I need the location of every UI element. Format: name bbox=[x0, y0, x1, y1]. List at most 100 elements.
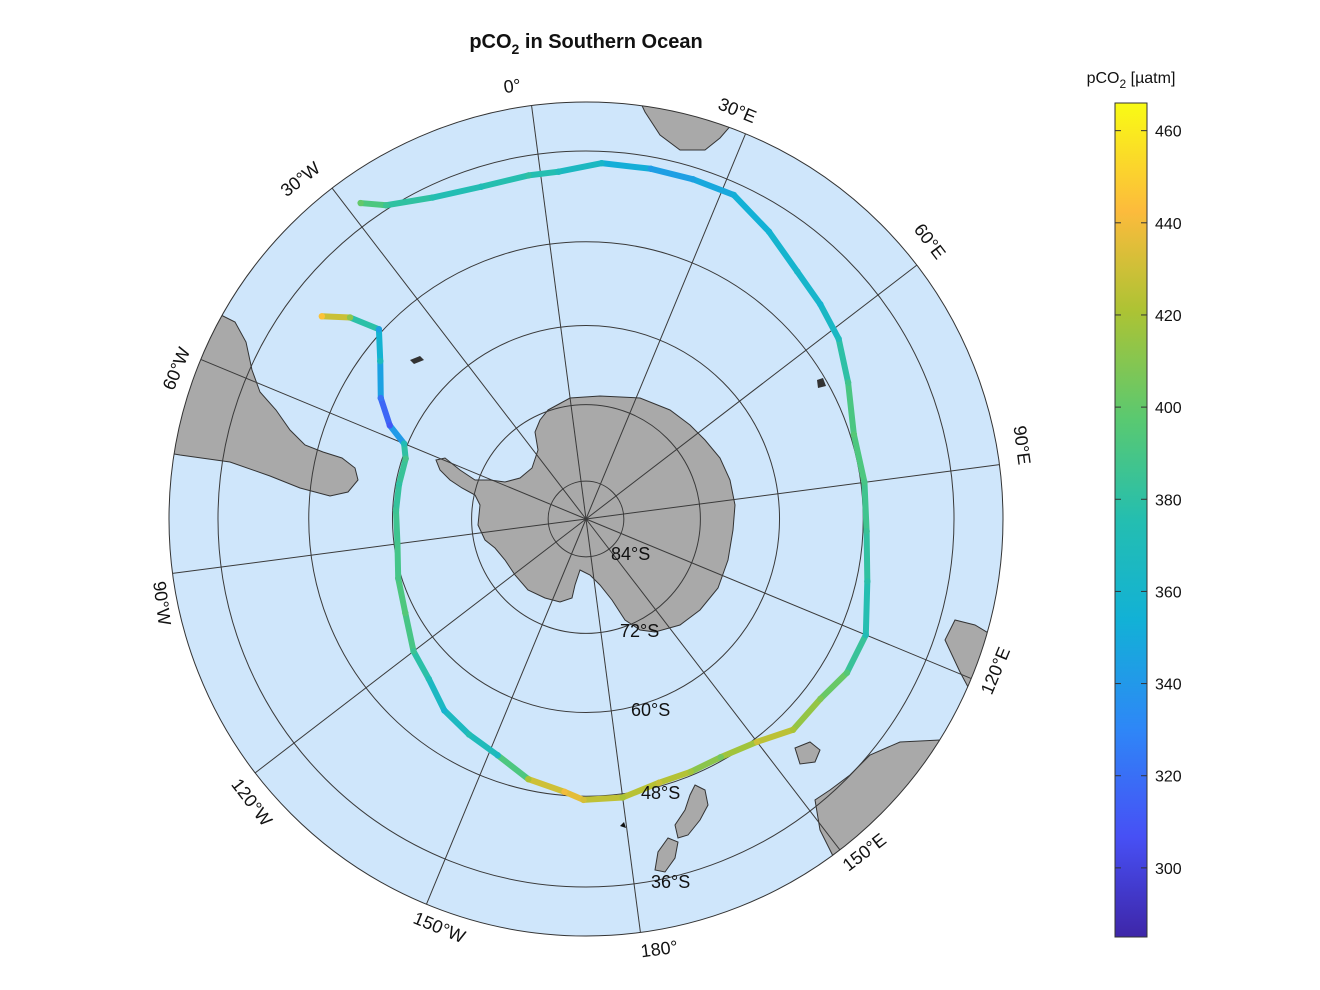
track-point bbox=[425, 675, 433, 683]
track-segment bbox=[347, 314, 382, 333]
graticule bbox=[172, 105, 1000, 933]
parallel-circle bbox=[547, 480, 625, 558]
chart-title: pCO2 in Southern Ocean bbox=[469, 31, 702, 57]
track-point bbox=[817, 695, 824, 703]
track-segment bbox=[647, 165, 697, 183]
track-point bbox=[861, 479, 868, 486]
track-segment bbox=[377, 358, 384, 402]
track-segment bbox=[386, 422, 408, 447]
track-point bbox=[817, 301, 824, 308]
track-point bbox=[465, 731, 473, 738]
meridian-line bbox=[425, 518, 587, 905]
track-segment bbox=[394, 540, 402, 582]
parallel-circle bbox=[217, 150, 955, 888]
track-point bbox=[357, 199, 364, 207]
parallel-circle bbox=[471, 404, 701, 634]
track-point bbox=[392, 507, 400, 514]
meridian-line bbox=[585, 464, 1000, 520]
track-point bbox=[730, 191, 737, 199]
track-point bbox=[850, 431, 858, 438]
track-segment bbox=[850, 431, 868, 486]
track-segment bbox=[383, 194, 436, 209]
track-segment bbox=[429, 183, 485, 201]
track-point bbox=[647, 165, 655, 172]
meridian-label-60e: 60°E bbox=[910, 220, 950, 263]
colorbar-label-subscript: 2 bbox=[1119, 77, 1126, 91]
track-segment bbox=[375, 326, 384, 365]
track-point bbox=[525, 172, 532, 179]
colorbar-tick-label: 440 bbox=[1155, 216, 1182, 233]
track-segment bbox=[794, 268, 824, 308]
track-segment bbox=[580, 794, 626, 803]
track-point bbox=[525, 775, 532, 783]
track-segment bbox=[478, 172, 532, 190]
track-point bbox=[377, 357, 384, 365]
track-segment bbox=[619, 779, 663, 801]
track-point bbox=[844, 379, 852, 386]
meridian-line bbox=[585, 264, 918, 520]
colorbar-tick-label: 360 bbox=[1155, 584, 1182, 601]
track-segment bbox=[393, 481, 403, 514]
track-point bbox=[375, 326, 383, 333]
track-segment bbox=[402, 610, 417, 655]
meridian-line bbox=[585, 518, 972, 680]
track-point bbox=[555, 168, 562, 175]
track-point bbox=[395, 481, 403, 488]
parallel-label-84s: 84°S bbox=[611, 544, 650, 564]
track-segment bbox=[410, 648, 432, 682]
track-segment bbox=[555, 160, 605, 175]
meridian-label-120e: 120°E bbox=[977, 644, 1014, 697]
track-segment bbox=[396, 455, 409, 488]
meridian-label-30w: 30°W bbox=[277, 158, 324, 201]
track-segment bbox=[835, 335, 852, 386]
parallel-labels: 84°S 72°S 60°S 48°S 36°S bbox=[611, 544, 690, 892]
south-georgia-island bbox=[410, 356, 424, 364]
colorbar-tick-label: 420 bbox=[1155, 308, 1182, 325]
track-point bbox=[410, 648, 417, 655]
track-point bbox=[864, 578, 871, 585]
title-subscript: 2 bbox=[512, 41, 520, 57]
track-point bbox=[843, 669, 851, 676]
track-segment bbox=[845, 379, 857, 438]
track-segment bbox=[687, 754, 724, 775]
parallel-label-36s: 36°S bbox=[651, 872, 690, 892]
track-point bbox=[429, 194, 436, 201]
track-segment bbox=[466, 731, 501, 759]
track-point bbox=[402, 455, 409, 462]
parallel-circle bbox=[391, 324, 781, 714]
meridian-label-0: 0° bbox=[502, 75, 522, 97]
track-point bbox=[717, 753, 724, 761]
campbell-island bbox=[620, 822, 626, 828]
track-segment bbox=[690, 176, 737, 198]
track-segment bbox=[863, 528, 871, 585]
colorbar-tick-label: 380 bbox=[1155, 492, 1182, 509]
track-point bbox=[400, 440, 408, 447]
colorbar-tick-label: 400 bbox=[1155, 400, 1182, 417]
track-point bbox=[862, 631, 870, 639]
meridian-label-180: 180° bbox=[639, 937, 679, 962]
track-segment bbox=[318, 313, 354, 321]
parallel-label-60s: 60°S bbox=[631, 700, 670, 720]
track-point bbox=[395, 575, 402, 582]
track-segment bbox=[561, 788, 587, 803]
colorbar-ticks: 300 320 340 360 380 400 420 440 460 bbox=[1115, 124, 1182, 878]
colorbar-tick-label: 300 bbox=[1155, 861, 1182, 878]
meridian-line bbox=[172, 518, 587, 574]
track-segment bbox=[598, 160, 654, 172]
ship-track bbox=[318, 159, 871, 804]
meridian-line bbox=[585, 518, 641, 933]
track-point bbox=[765, 228, 773, 235]
track-segment bbox=[395, 575, 409, 617]
track-segment bbox=[377, 395, 393, 429]
meridian-label-60w: 60°W bbox=[159, 344, 194, 393]
track-segment bbox=[843, 631, 869, 676]
track-segment bbox=[717, 738, 760, 761]
track-point bbox=[377, 394, 384, 402]
track-point bbox=[561, 788, 568, 795]
colorbar-tick-label: 320 bbox=[1155, 769, 1182, 786]
meridian-line bbox=[585, 133, 747, 520]
track-point bbox=[318, 313, 326, 320]
track-point bbox=[689, 176, 697, 183]
new-zealand-land bbox=[654, 784, 709, 873]
